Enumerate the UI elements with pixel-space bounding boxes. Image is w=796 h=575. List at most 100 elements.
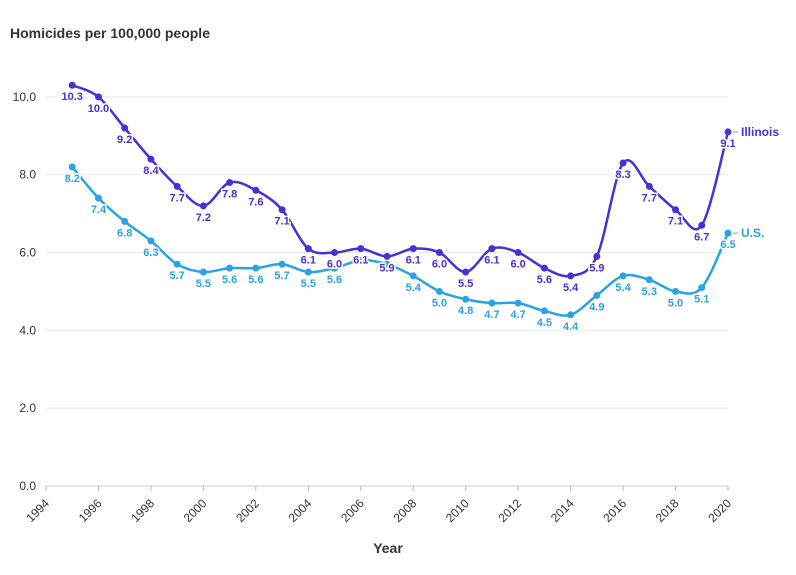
data-label-illinois: 7.6 — [248, 196, 263, 208]
data-point-u-s — [147, 237, 155, 245]
data-point-u-s — [645, 276, 653, 284]
data-label-illinois: 5.9 — [379, 262, 394, 274]
data-point-u-s — [409, 272, 417, 280]
data-label-u-s: 6.3 — [143, 247, 158, 259]
data-label-illinois: 5.5 — [458, 278, 473, 290]
data-label-u-s: 5.4 — [615, 282, 631, 294]
data-label-u-s: 7.4 — [91, 204, 107, 216]
data-label-illinois: 5.9 — [589, 262, 604, 274]
x-tick-label: 1996 — [76, 496, 105, 525]
x-axis-ticks: 1994 1996 1998 2000 2002 2004 2006 2008 2010 2012… — [23, 485, 734, 525]
data-point-illinois — [619, 159, 627, 167]
data-point-illinois — [488, 245, 496, 253]
data-point-u-s — [331, 264, 339, 272]
data-label-u-s: 8.2 — [65, 173, 80, 185]
data-point-u-s — [173, 260, 181, 268]
data-label-illinois: 7.7 — [170, 192, 185, 204]
x-tick-label: 2008 — [391, 496, 420, 525]
x-tick-label: 2010 — [443, 496, 472, 525]
data-label-illinois: 5.6 — [537, 274, 552, 286]
x-tick-label: 2012 — [495, 496, 524, 525]
data-point-u-s — [199, 268, 207, 276]
data-label-illinois: 7.7 — [642, 192, 657, 204]
data-label-u-s: 5.3 — [642, 286, 657, 298]
data-point-u-s — [567, 311, 575, 319]
data-point-u-s — [121, 217, 129, 225]
data-point-u-s — [68, 163, 76, 171]
data-point-u-s — [462, 295, 470, 303]
data-point-illinois — [383, 252, 391, 260]
data-label-illinois: 6.0 — [511, 259, 526, 271]
data-label-illinois: 9.2 — [117, 134, 132, 146]
data-label-u-s: 6.8 — [117, 227, 132, 239]
data-label-illinois: 10.0 — [88, 103, 109, 115]
data-label-illinois: 7.1 — [274, 216, 289, 228]
data-label-illinois: 6.7 — [694, 231, 709, 243]
x-tick-label: 2006 — [338, 496, 367, 525]
data-label-u-s: 5.1 — [694, 294, 709, 306]
data-label-u-s: 4.8 — [458, 305, 473, 317]
data-point-illinois — [331, 249, 339, 257]
x-tick-label: 1998 — [128, 496, 157, 525]
y-tick-label: 0.0 — [19, 479, 36, 493]
data-label-u-s: 5.4 — [406, 282, 422, 294]
data-point-illinois — [278, 206, 286, 214]
data-point-illinois — [409, 245, 417, 253]
data-label-u-s: 5.0 — [668, 297, 683, 309]
data-label-u-s: 5.6 — [222, 274, 237, 286]
data-point-u-s — [252, 264, 260, 272]
data-point-u-s — [94, 194, 102, 202]
data-label-u-s: 4.7 — [484, 309, 499, 321]
data-point-illinois — [357, 245, 365, 253]
data-label-illinois: 7.8 — [222, 189, 237, 201]
data-point-illinois — [435, 249, 443, 257]
data-point-u-s — [435, 287, 443, 295]
data-point-u-s — [593, 291, 601, 299]
y-tick-label: 4.0 — [19, 323, 36, 337]
data-point-illinois — [645, 182, 653, 190]
data-point-illinois — [121, 124, 129, 132]
data-label-illinois: 8.4 — [143, 165, 159, 177]
y-tick-label: 8.0 — [19, 168, 36, 182]
x-tick-label: 2020 — [705, 496, 734, 525]
data-point-u-s — [383, 260, 391, 268]
data-point-u-s — [540, 307, 548, 315]
data-point-illinois — [567, 272, 575, 280]
data-point-u-s — [619, 272, 627, 280]
data-point-u-s — [514, 299, 522, 307]
data-label-illinois: 6.1 — [301, 255, 316, 267]
data-label-illinois: 6.1 — [353, 255, 368, 267]
data-label-u-s: 5.5 — [301, 278, 316, 290]
x-tick-label: 2016 — [600, 496, 629, 525]
y-tick-label: 10.0 — [13, 90, 37, 104]
data-point-illinois — [514, 249, 522, 257]
data-label-illinois: 7.2 — [196, 212, 211, 224]
series-label-u-s: U.S. — [741, 226, 764, 240]
x-tick-label: 2018 — [653, 496, 682, 525]
data-label-illinois: 6.1 — [406, 255, 421, 267]
data-label-u-s: 5.0 — [432, 297, 447, 309]
data-point-u-s — [488, 299, 496, 307]
y-axis-ticks: 0.0 2.0 4.0 6.0 8.0 10.0 — [13, 90, 37, 493]
data-point-u-s — [672, 287, 680, 295]
data-label-illinois: 6.1 — [484, 255, 499, 267]
data-point-u-s — [724, 229, 732, 237]
data-point-illinois — [173, 182, 181, 190]
series-layer — [68, 81, 732, 319]
data-point-illinois — [68, 81, 76, 89]
data-label-illinois: 9.1 — [720, 138, 735, 150]
data-label-illinois: 10.3 — [62, 91, 83, 103]
data-point-illinois — [94, 93, 102, 101]
data-point-u-s — [226, 264, 234, 272]
x-tick-label: 2002 — [233, 496, 262, 525]
data-label-illinois: 6.0 — [327, 259, 342, 271]
x-axis-title: Year — [373, 540, 403, 556]
data-point-illinois — [226, 179, 234, 187]
data-point-u-s — [357, 256, 365, 264]
data-point-u-s — [278, 260, 286, 268]
data-label-u-s: 5.7 — [274, 270, 289, 282]
data-label-u-s: 4.9 — [589, 301, 604, 313]
data-label-u-s: 4.5 — [537, 317, 552, 329]
data-point-illinois — [672, 206, 680, 214]
data-label-illinois: 7.1 — [668, 216, 683, 228]
